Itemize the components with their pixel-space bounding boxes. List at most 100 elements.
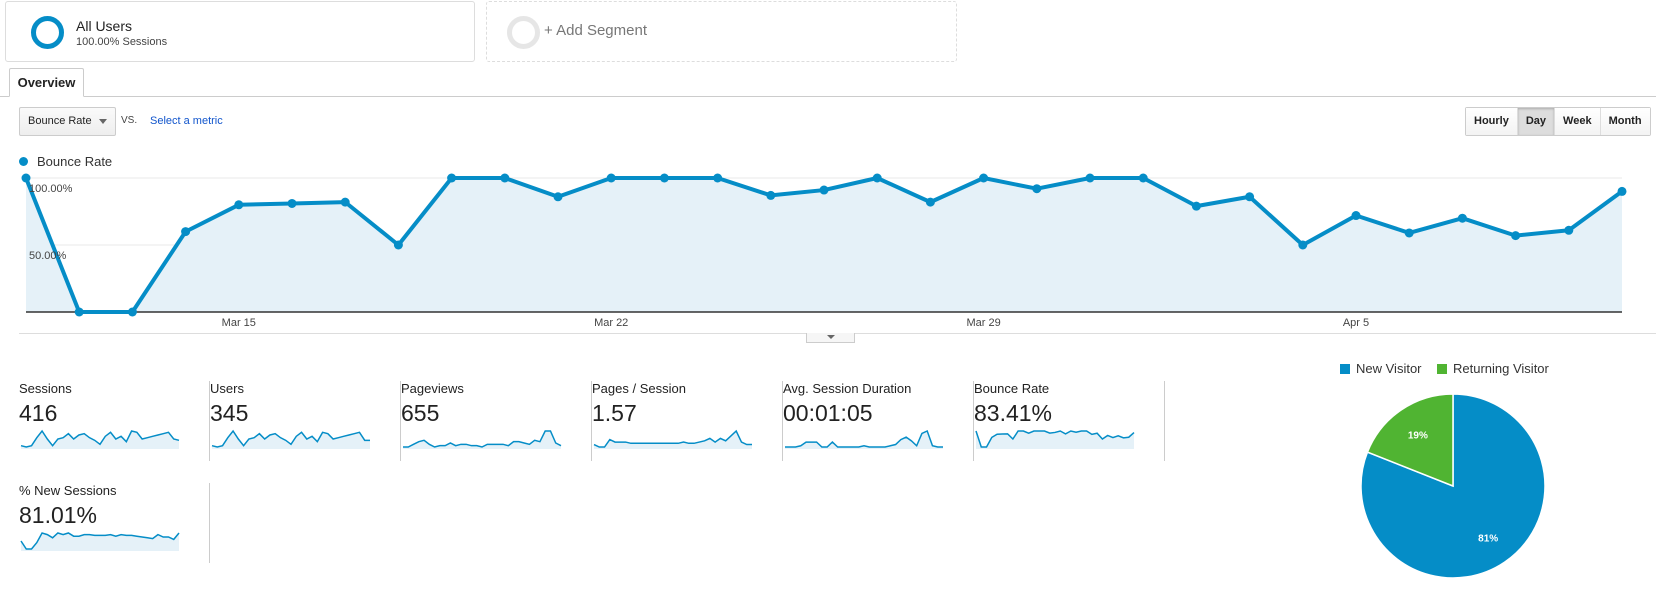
data-point xyxy=(713,173,723,183)
metric-label: Pages / Session xyxy=(592,381,686,396)
week-button[interactable]: Week xyxy=(1554,108,1600,135)
data-point xyxy=(234,200,244,210)
metric-sessions[interactable]: Sessions 416 xyxy=(19,381,210,461)
metric-label: Avg. Session Duration xyxy=(783,381,912,396)
legend-swatch-icon xyxy=(1340,364,1350,374)
y-tick-label: 50.00% xyxy=(29,250,67,262)
month-button[interactable]: Month xyxy=(1599,108,1650,135)
x-tick-label: Apr 5 xyxy=(1343,317,1369,329)
data-point xyxy=(21,173,31,183)
legend-swatch-icon xyxy=(1437,364,1447,374)
sparkline-fill xyxy=(594,431,752,449)
metric-pages-session[interactable]: Pages / Session 1.57 xyxy=(592,381,783,461)
chevron-down-icon xyxy=(99,119,107,128)
select-metric-link[interactable]: Select a metric xyxy=(150,115,223,127)
sparkline xyxy=(785,429,943,449)
metric-value: 345 xyxy=(210,400,249,426)
sparkline xyxy=(593,429,752,449)
data-point xyxy=(1511,231,1521,241)
sparkline xyxy=(975,430,1135,449)
bounce-rate-chart: 100.00% 50.00% Mar 15 Mar 22 Mar 29 Apr 5 xyxy=(21,173,1627,329)
data-point xyxy=(1351,211,1361,221)
data-point xyxy=(1191,201,1201,211)
legend-dot-icon xyxy=(19,157,28,166)
metric-label: Pageviews xyxy=(401,381,464,396)
chart-collapse-toggle[interactable] xyxy=(806,333,855,343)
segment-title: All Users xyxy=(76,18,133,34)
x-tick-label: Mar 15 xyxy=(222,317,256,329)
visitor-pie-chart: 81% 19% xyxy=(1360,393,1546,579)
sparkline-fill xyxy=(403,431,561,449)
day-button[interactable]: Day xyxy=(1516,108,1555,135)
metric-bounce-rate[interactable]: Bounce Rate 83.41% xyxy=(974,381,1165,461)
pie-legend-returning[interactable]: Returning Visitor xyxy=(1437,361,1549,376)
data-point xyxy=(1085,173,1095,183)
pie-legend-new[interactable]: New Visitor xyxy=(1340,361,1422,376)
data-point xyxy=(1298,240,1308,250)
metric-label: Sessions xyxy=(19,381,72,396)
data-point xyxy=(553,192,563,202)
metric-users[interactable]: Users 345 xyxy=(210,381,401,461)
metric-value: 416 xyxy=(19,400,58,426)
tab-overview[interactable]: Overview xyxy=(9,68,84,97)
data-point xyxy=(1617,186,1627,196)
tab-divider xyxy=(0,96,1656,97)
data-point xyxy=(393,240,403,250)
metric-value: 83.41% xyxy=(974,400,1053,426)
pie-slice-label: 81% xyxy=(1478,534,1498,545)
metric-value: 81.01% xyxy=(19,502,98,528)
x-tick-label: Mar 22 xyxy=(594,317,628,329)
data-point xyxy=(1245,192,1255,202)
metric-value: 00:01:05 xyxy=(783,400,873,426)
data-point xyxy=(819,185,829,195)
data-point xyxy=(1457,213,1467,223)
pie-slice xyxy=(1366,393,1454,488)
sparkline-line xyxy=(403,430,562,448)
data-point xyxy=(659,173,669,183)
data-point xyxy=(500,173,510,183)
sparkline-line xyxy=(593,429,752,448)
pie-legend-label: New Visitor xyxy=(1356,361,1422,376)
sparkline-line xyxy=(785,429,943,448)
granularity-buttons: Hourly Day Week Month xyxy=(1465,107,1651,136)
segment-all-users[interactable]: All Users 100.00% Sessions xyxy=(5,1,475,62)
y-tick-label: 100.00% xyxy=(29,183,73,195)
data-point xyxy=(1138,173,1148,183)
add-segment-button[interactable]: + Add Segment xyxy=(486,1,957,62)
data-point xyxy=(127,307,137,317)
chart-legend: Bounce Rate xyxy=(19,154,112,169)
add-segment-label: + Add Segment xyxy=(544,22,647,39)
metric-dropdown-value: Bounce Rate xyxy=(28,115,92,127)
data-point xyxy=(1404,228,1414,238)
hourly-button[interactable]: Hourly xyxy=(1466,108,1517,135)
data-point xyxy=(1564,225,1574,235)
sparkline xyxy=(403,430,562,449)
sparkline-line xyxy=(20,532,180,550)
metric-value: 1.57 xyxy=(592,400,637,426)
sparkline-line xyxy=(211,429,370,448)
pie-slice-label: 19% xyxy=(1408,430,1428,441)
data-point xyxy=(74,307,84,317)
data-point xyxy=(766,190,776,200)
metric-label: % New Sessions xyxy=(19,483,117,498)
segment-subtitle: 100.00% Sessions xyxy=(76,36,168,48)
metric-dropdown[interactable]: Bounce Rate xyxy=(19,107,116,136)
sparkline-fill xyxy=(212,431,370,449)
data-point xyxy=(447,173,457,183)
metric-value: 655 xyxy=(401,400,440,426)
sparkline xyxy=(211,429,370,449)
metric-pageviews[interactable]: Pageviews 655 xyxy=(401,381,592,461)
metric-avg-session-duration[interactable]: Avg. Session Duration 00:01:05 xyxy=(783,381,974,461)
area-fill xyxy=(26,178,1622,312)
empty-segment-ring-icon xyxy=(507,16,540,49)
data-point xyxy=(979,173,989,183)
x-tick-label: Mar 29 xyxy=(966,317,1000,329)
sparkline-fill xyxy=(785,431,943,449)
metric--new-sessions[interactable]: % New Sessions 81.01% xyxy=(19,483,210,563)
data-point xyxy=(340,197,350,207)
sparkline xyxy=(20,532,180,551)
data-point xyxy=(1032,184,1042,194)
data-point xyxy=(181,227,191,237)
caret-down-icon xyxy=(827,335,835,343)
legend-label: Bounce Rate xyxy=(37,154,113,169)
